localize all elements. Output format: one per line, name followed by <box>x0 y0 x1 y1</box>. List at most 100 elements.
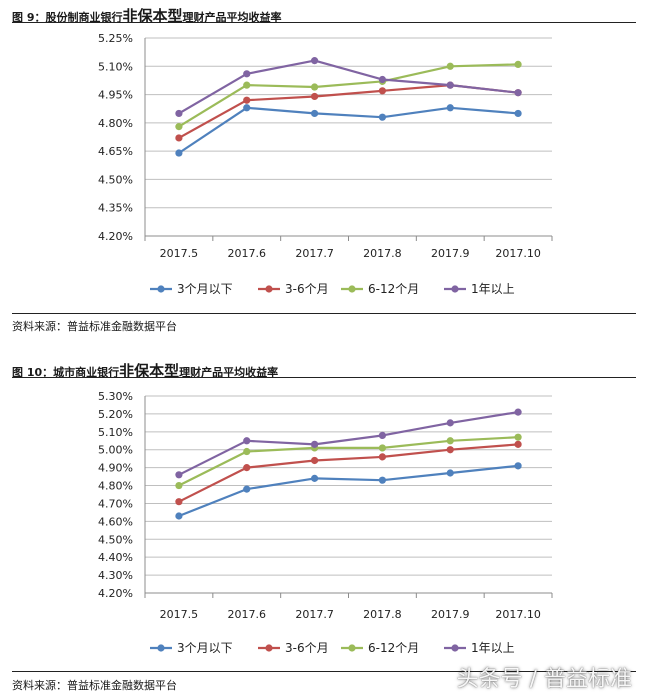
y-tick-label: 4.40% <box>98 551 133 564</box>
x-tick-label: 2017.9 <box>431 247 470 260</box>
data-point <box>310 57 319 65</box>
x-tick-label: 2017.9 <box>431 608 470 621</box>
x-tick-label: 2017.10 <box>495 608 541 621</box>
data-point <box>446 446 454 454</box>
legend-marker <box>348 285 356 293</box>
data-point <box>378 75 387 84</box>
chart-2-source: 资料来源：普益标准金融数据平台 <box>12 679 177 692</box>
data-point <box>514 462 522 470</box>
y-tick-label: 4.90% <box>98 462 133 475</box>
series-line <box>178 443 519 503</box>
y-tick-label: 4.50% <box>98 173 133 186</box>
data-point <box>514 109 522 118</box>
data-point <box>310 474 319 482</box>
y-tick-label: 4.20% <box>98 587 133 600</box>
data-point <box>446 419 454 427</box>
data-point <box>446 81 454 89</box>
legend-marker <box>265 285 273 293</box>
legend-label: 3个月以下 <box>177 282 233 296</box>
data-point <box>378 476 387 484</box>
data-point <box>310 440 319 448</box>
data-point <box>175 149 183 157</box>
data-point <box>378 113 387 121</box>
data-point <box>243 447 251 456</box>
series-line <box>178 106 519 154</box>
y-tick-label: 5.20% <box>98 408 133 421</box>
series-line <box>178 464 519 518</box>
series-line <box>178 436 519 487</box>
watermark: 头条号 / 普益标准 <box>456 667 632 692</box>
legend-marker <box>157 285 165 293</box>
chart-1-title: 图 9：股份制商业银行非保本型理财产品平均收益率 <box>12 5 282 26</box>
data-point <box>175 123 183 131</box>
data-point <box>378 444 387 452</box>
y-tick-label: 4.60% <box>98 515 133 528</box>
data-point <box>175 512 183 520</box>
data-point <box>514 440 522 448</box>
y-tick-label: 4.70% <box>98 497 133 510</box>
data-point <box>378 431 387 439</box>
legend-marker <box>348 644 356 652</box>
legend-label: 3个月以下 <box>177 641 233 655</box>
chart-1-top-rule <box>12 22 636 23</box>
data-point <box>378 453 387 461</box>
y-tick-label: 4.50% <box>98 533 133 546</box>
x-tick-label: 2017.7 <box>295 247 334 260</box>
data-point <box>446 104 454 112</box>
y-tick-label: 4.35% <box>98 202 133 215</box>
chart-2-title-suffix: 理财产品平均收益率 <box>179 366 279 379</box>
legend-marker <box>265 644 273 652</box>
y-tick-label: 4.80% <box>98 480 133 493</box>
y-tick-label: 4.80% <box>98 117 133 130</box>
chart-2-title: 图 10：城市商业银行非保本型理财产品平均收益率 <box>12 360 278 381</box>
chart-2-plot: 4.20% 4.30% 4.40% 4.50% 4.60% 4.70% 4.80% 4.90%… <box>98 390 553 655</box>
chart-2-title-highlight: 非保本型 <box>119 362 180 380</box>
chart-1-title-prefix: 图 9：股份制商业银行 <box>12 11 123 24</box>
y-tick-label: 5.30% <box>98 390 133 403</box>
data-point <box>243 437 251 445</box>
x-tick-label: 2017.6 <box>228 608 267 621</box>
legend-marker <box>157 644 165 652</box>
data-point <box>243 81 251 89</box>
data-point <box>243 464 251 472</box>
data-point <box>446 437 454 445</box>
x-tick-label: 2017.7 <box>295 608 334 621</box>
chart-2-title-prefix: 图 10：城市商业银行 <box>12 366 120 379</box>
data-point <box>175 109 183 118</box>
data-point <box>514 433 522 441</box>
chart-2-bottom-rule <box>12 671 636 672</box>
data-point <box>243 485 251 493</box>
legend-marker <box>451 285 459 293</box>
y-tick-label: 5.00% <box>98 444 133 457</box>
y-tick-label: 5.25% <box>98 32 133 45</box>
x-tick-label: 2017.8 <box>363 608 402 621</box>
data-point <box>243 70 251 78</box>
data-point <box>378 87 387 95</box>
legend-label: 6-12个月 <box>368 282 419 296</box>
data-point <box>175 471 183 479</box>
data-point <box>310 456 319 465</box>
chart-1-title-highlight: 非保本型 <box>122 7 183 25</box>
series-line <box>178 411 519 476</box>
x-tick-label: 2017.8 <box>363 247 402 260</box>
data-point <box>243 96 251 104</box>
chart-1-plot: 4.20% 4.35% 4.50% 4.65% 4.80% 4.95% 5.10% 5.25%… <box>98 32 553 296</box>
data-point <box>514 60 522 68</box>
legend-marker <box>451 644 459 652</box>
y-tick-label: 5.10% <box>98 426 133 439</box>
x-tick-label: 2017.6 <box>228 247 267 260</box>
series-line <box>178 83 519 139</box>
y-tick-label: 4.95% <box>98 89 133 102</box>
legend-label: 3-6个月 <box>285 282 329 296</box>
data-point <box>310 92 319 101</box>
chart-1-title-suffix: 理财产品平均收益率 <box>182 11 282 24</box>
data-point <box>175 498 183 506</box>
data-point <box>446 469 454 477</box>
y-tick-label: 5.10% <box>98 60 133 73</box>
chart-1-bottom-rule <box>12 313 636 314</box>
data-point <box>446 62 454 70</box>
data-point <box>514 89 522 97</box>
legend-label: 1年以上 <box>471 282 515 296</box>
x-tick-label: 2017.10 <box>495 247 541 260</box>
data-point <box>243 104 251 112</box>
